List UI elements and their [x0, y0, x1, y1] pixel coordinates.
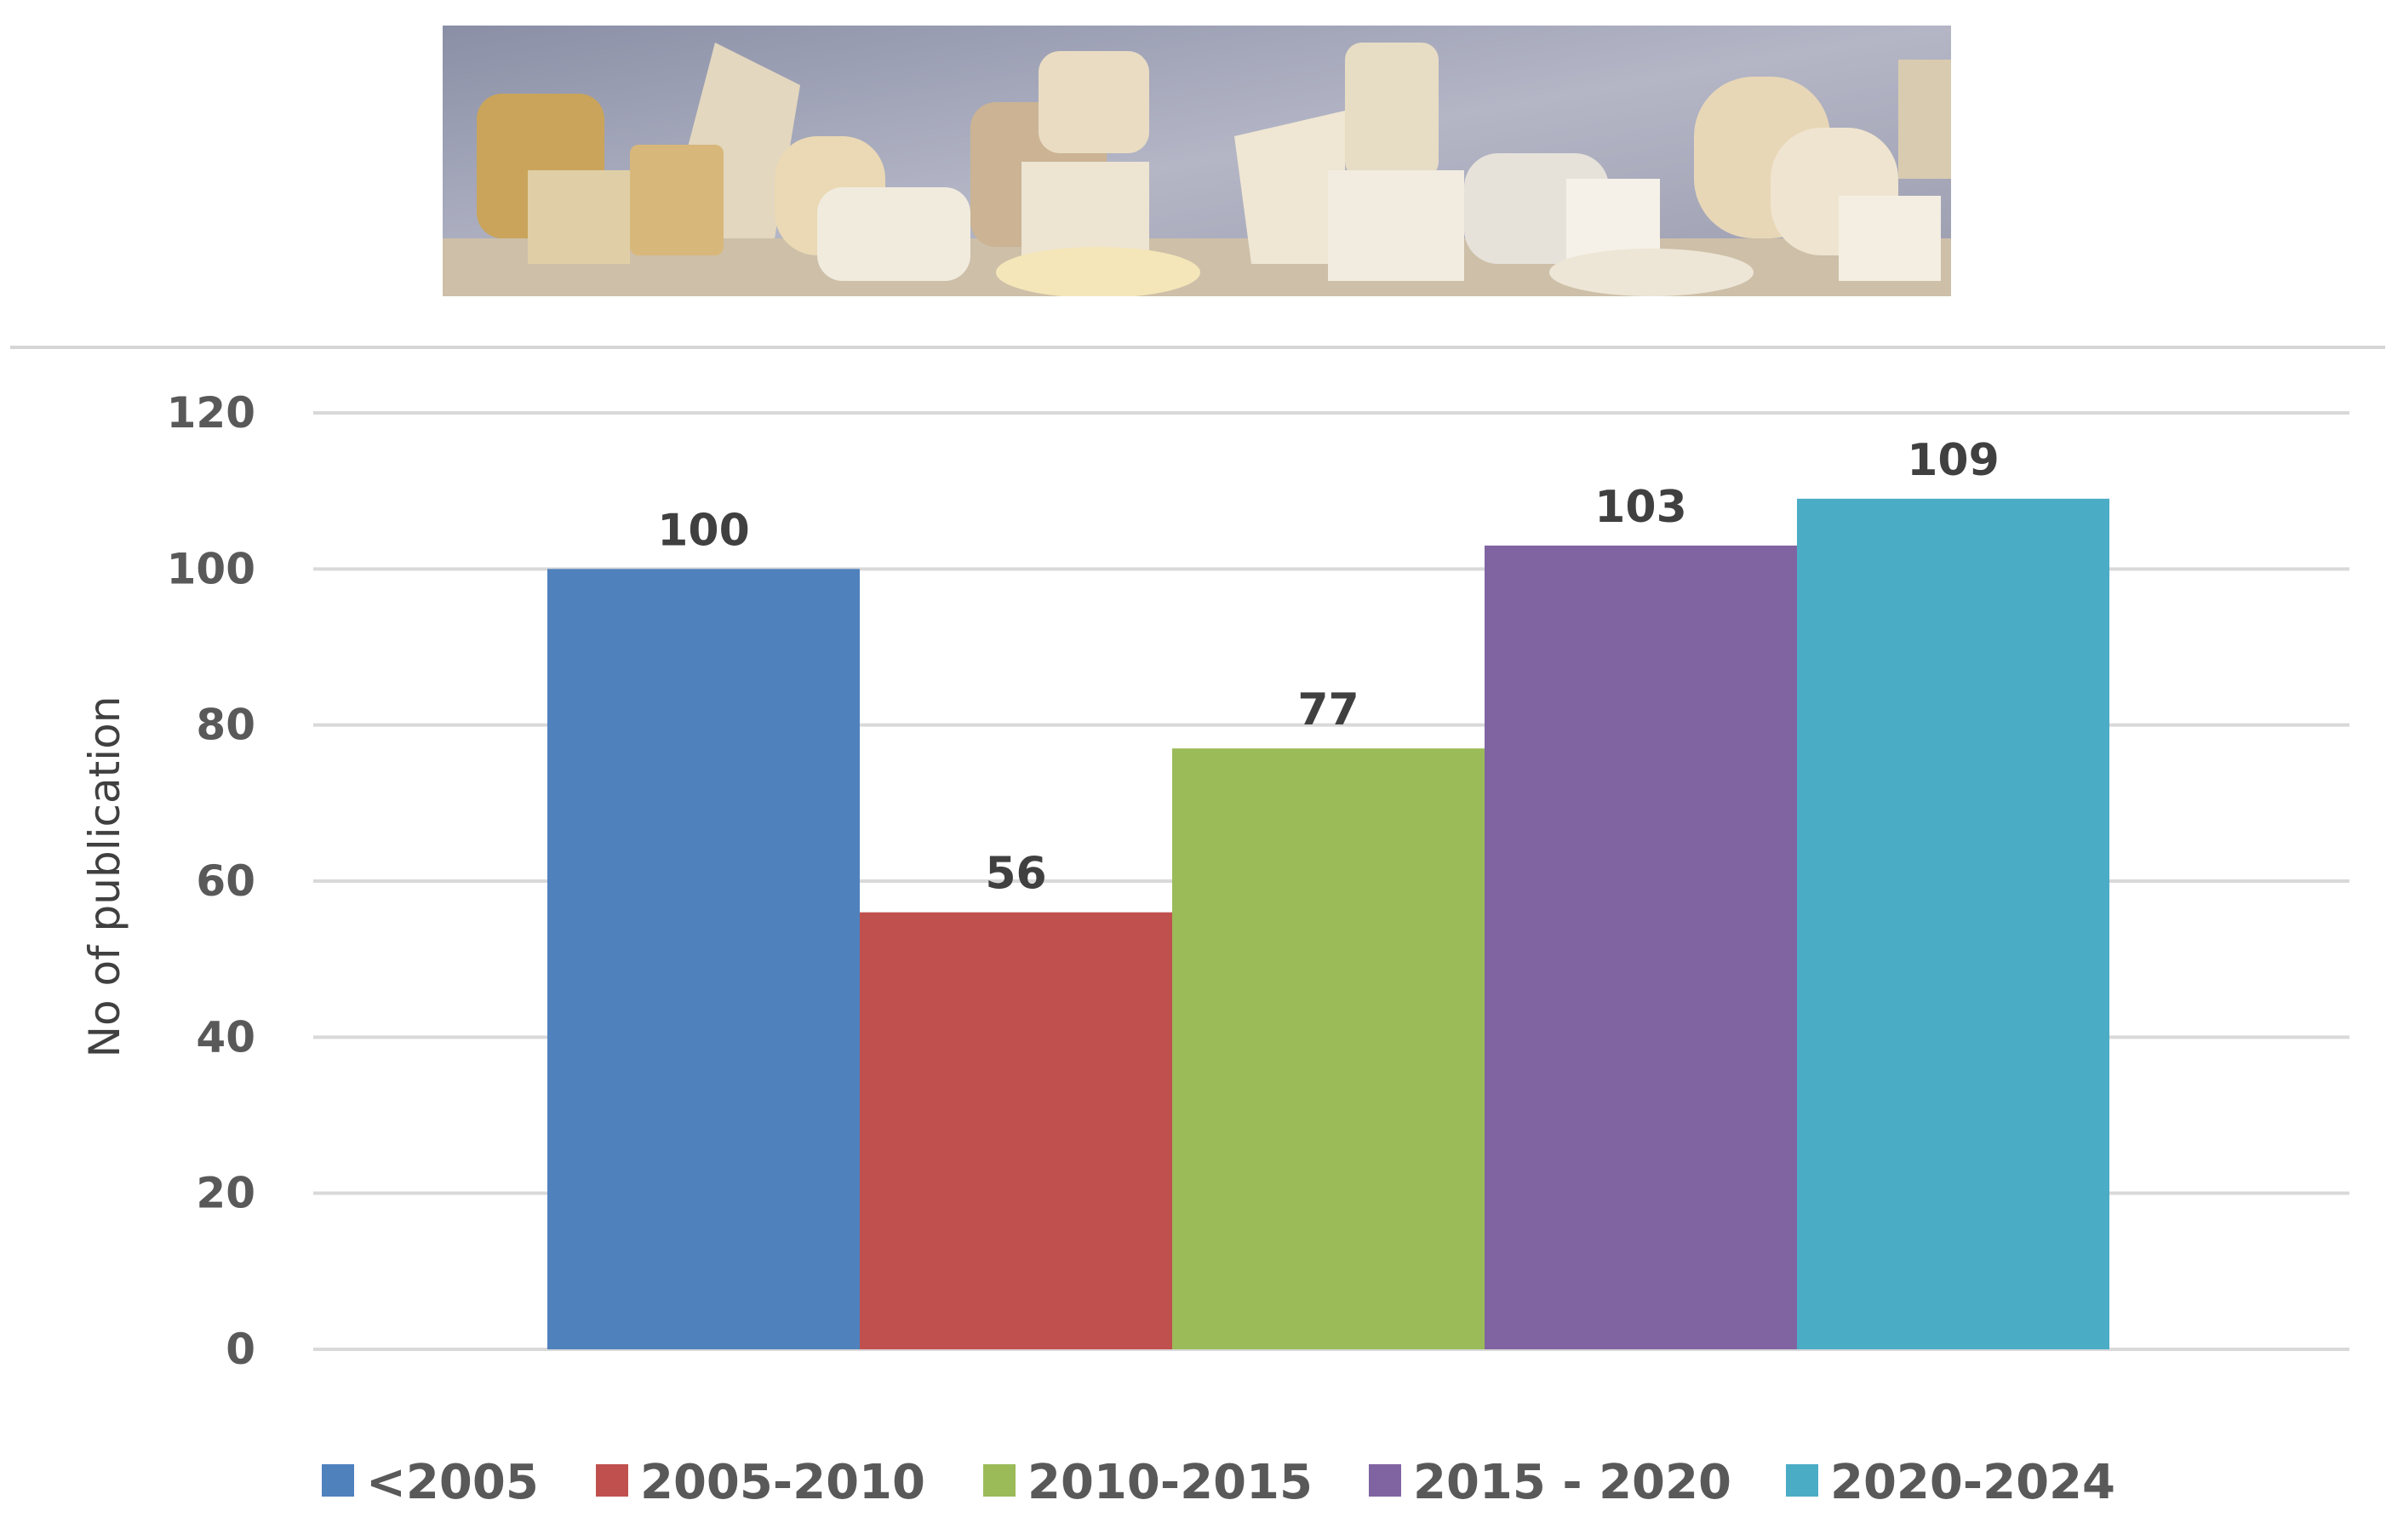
legend-label: 2010-2015: [1027, 1455, 1313, 1510]
legend-label: <2005: [366, 1455, 539, 1510]
y-tick-label: 60: [196, 856, 255, 906]
data-label: 103: [1594, 482, 1687, 533]
bar: [860, 912, 1172, 1349]
bar: [1797, 498, 2109, 1349]
data-label: 77: [1297, 684, 1359, 736]
y-tick-label: 100: [167, 544, 255, 593]
legend-label: 2005-2010: [640, 1455, 925, 1510]
legend-swatch: [596, 1464, 628, 1497]
data-label: 109: [1907, 435, 2000, 486]
bar: [547, 569, 860, 1349]
legend-label: 2020-2024: [1830, 1455, 2115, 1510]
bar: [1485, 545, 1797, 1349]
bars: [547, 498, 2109, 1349]
y-tick-label: 0: [226, 1325, 255, 1374]
legend-swatch: [1369, 1464, 1401, 1497]
y-tick-label: 40: [196, 1012, 255, 1062]
data-label: 56: [985, 849, 1046, 900]
data-label: 100: [657, 505, 750, 556]
data-labels: 100 56 77 103 109: [657, 435, 2000, 900]
bar: [1172, 748, 1485, 1349]
legend-swatch: [322, 1464, 354, 1497]
y-axis-label: No of publication: [80, 696, 129, 1058]
legend-swatch: [1786, 1464, 1818, 1497]
y-tick-label: 80: [196, 701, 255, 750]
y-tick-label: 20: [196, 1169, 255, 1218]
cheese-banner-image: [443, 26, 1951, 296]
y-tick-labels: 0 20 40 60 80 100 120: [167, 388, 255, 1374]
legend-swatch: [983, 1464, 1016, 1497]
y-tick-label: 120: [167, 388, 255, 438]
divider-line: [10, 346, 2385, 349]
legend: <2005 2005-2010 2010-2015 2015 - 2020 2020-2…: [322, 1455, 2115, 1510]
legend-label: 2015 - 2020: [1413, 1455, 1731, 1510]
